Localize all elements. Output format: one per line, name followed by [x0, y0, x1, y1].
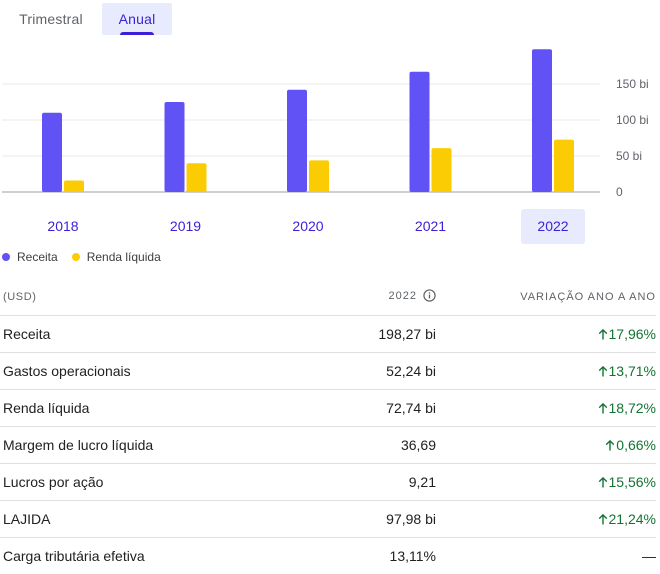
- bar-receita-2019: [164, 102, 185, 192]
- row-change-carga-tributaria-efetiva: —: [436, 538, 656, 574]
- arrow-up-icon: [605, 438, 615, 454]
- bar-receita-2021: [409, 71, 430, 192]
- row-change-lajida: 21,24%: [436, 500, 656, 538]
- bar-renda-liquida-2022: [554, 139, 574, 192]
- table-row: Carga tributária efetiva 13,11% —: [0, 538, 656, 574]
- row-value-receita: 198,27 bi: [296, 315, 436, 353]
- financials-table: (USD) 2022 VARIAÇÃO ANO A ANO Receita 198…: [0, 279, 656, 574]
- row-label-gastos-operacionais: Gastos operacionais: [0, 352, 296, 390]
- chart-legend: Receita Renda líquida: [2, 250, 175, 264]
- legend-item-receita: Receita: [2, 250, 58, 264]
- arrow-up-icon: [598, 364, 608, 380]
- table-row: Renda líquida 72,74 bi 18,72%: [0, 389, 656, 427]
- info-icon[interactable]: [423, 289, 436, 305]
- table-row: Margem de lucro líquida 36,69 0,66%: [0, 426, 656, 464]
- tab-trimestral[interactable]: Trimestral: [19, 11, 83, 27]
- arrow-up-icon: [598, 401, 608, 417]
- row-change-value: 0,66%: [616, 436, 656, 453]
- bar-receita-2018: [42, 112, 62, 192]
- y-tick-label: 100 bi: [616, 113, 649, 127]
- row-value-lucros-por-acao: 9,21: [296, 463, 436, 501]
- selected-year-highlight: [521, 209, 585, 244]
- period-tabs: Trimestral Anual: [0, 3, 172, 35]
- arrow-up-icon: [598, 475, 608, 491]
- row-change-value: 17,96%: [608, 325, 656, 342]
- arrow-up-icon: [598, 327, 608, 343]
- tab-anual[interactable]: Anual: [102, 3, 172, 35]
- currency-header: (USD): [0, 279, 296, 316]
- table-row: LAJIDA 97,98 bi 21,24%: [0, 500, 656, 538]
- x-tick-label-2021: 2021: [415, 218, 446, 234]
- row-label-receita: Receita: [0, 315, 296, 353]
- row-label-lajida: LAJIDA: [0, 500, 296, 538]
- x-tick-label-2018: 2018: [47, 218, 78, 234]
- row-change-margem-de-lucro-liquida: 0,66%: [436, 426, 656, 464]
- row-label-lucros-por-acao: Lucros por ação: [0, 463, 296, 501]
- y-tick-label: 50 bi: [616, 149, 642, 163]
- year-header-label: 2022: [388, 290, 417, 302]
- bar-receita-2022: [532, 49, 552, 192]
- table-row: Gastos operacionais 52,24 bi 13,71%: [0, 352, 656, 390]
- legend-dot-receita: [2, 253, 10, 261]
- table-row: Receita 198,27 bi 17,96%: [0, 315, 656, 353]
- row-change-value: 13,71%: [608, 362, 656, 379]
- row-change-receita: 17,96%: [436, 315, 656, 353]
- x-tick-label-2020: 2020: [292, 218, 323, 234]
- legend-label-renda-liquida: Renda líquida: [86, 250, 161, 264]
- bar-renda-liquida-2021: [431, 148, 452, 192]
- x-tick-label-2019: 2019: [170, 218, 201, 234]
- row-value-lajida: 97,98 bi: [296, 500, 436, 538]
- bar-renda-liquida-2018: [64, 180, 84, 192]
- row-value-carga-tributaria-efetiva: 13,11%: [389, 548, 436, 564]
- row-change-renda-liquida: 18,72%: [436, 389, 656, 427]
- y-tick-label: 0: [616, 185, 623, 199]
- row-value-gastos-operacionais: 52,24 bi: [296, 352, 436, 390]
- y-tick-label: 150 bi: [616, 77, 649, 91]
- row-label-carga-tributaria-efetiva: Carga tributária efetiva: [3, 548, 145, 564]
- financials-bar-chart: 0 50 bi 100 bi 150 bi 2018 2019 2020 2021 2022: [2, 49, 649, 244]
- row-change-gastos-operacionais: 13,71%: [436, 352, 656, 390]
- row-value-renda-liquida: 72,74 bi: [296, 389, 436, 427]
- row-label-renda-liquida: Renda líquida: [0, 389, 296, 427]
- row-change-value: 21,24%: [608, 510, 656, 527]
- bar-renda-liquida-2020: [309, 160, 329, 192]
- arrow-up-icon: [598, 512, 608, 528]
- table-body: Receita 198,27 bi 17,96% Gastos operacionai…: [0, 315, 656, 574]
- row-change-value: —: [642, 548, 656, 564]
- row-value-margem-de-lucro-liquida: 36,69: [296, 426, 436, 464]
- bar-receita-2020: [287, 89, 307, 192]
- year-header: 2022: [296, 279, 436, 316]
- row-label-margem-de-lucro-liquida: Margem de lucro líquida: [0, 426, 296, 464]
- table-row: Lucros por ação 9,21 15,56%: [0, 463, 656, 501]
- legend-dot-renda-liquida: [71, 253, 80, 261]
- table-header-row: (USD) 2022 VARIAÇÃO ANO A ANO: [0, 279, 656, 316]
- row-change-lucros-por-acao: 15,56%: [436, 463, 656, 501]
- row-change-value: 18,72%: [608, 399, 656, 416]
- change-header: VARIAÇÃO ANO A ANO: [436, 279, 656, 316]
- legend-label-receita: Receita: [17, 250, 58, 264]
- bar-renda-liquida-2019: [186, 163, 207, 192]
- row-change-value: 15,56%: [608, 473, 656, 490]
- x-tick-label-2022: 2022: [537, 218, 568, 234]
- legend-item-renda-liquida: Renda líquida: [71, 250, 161, 264]
